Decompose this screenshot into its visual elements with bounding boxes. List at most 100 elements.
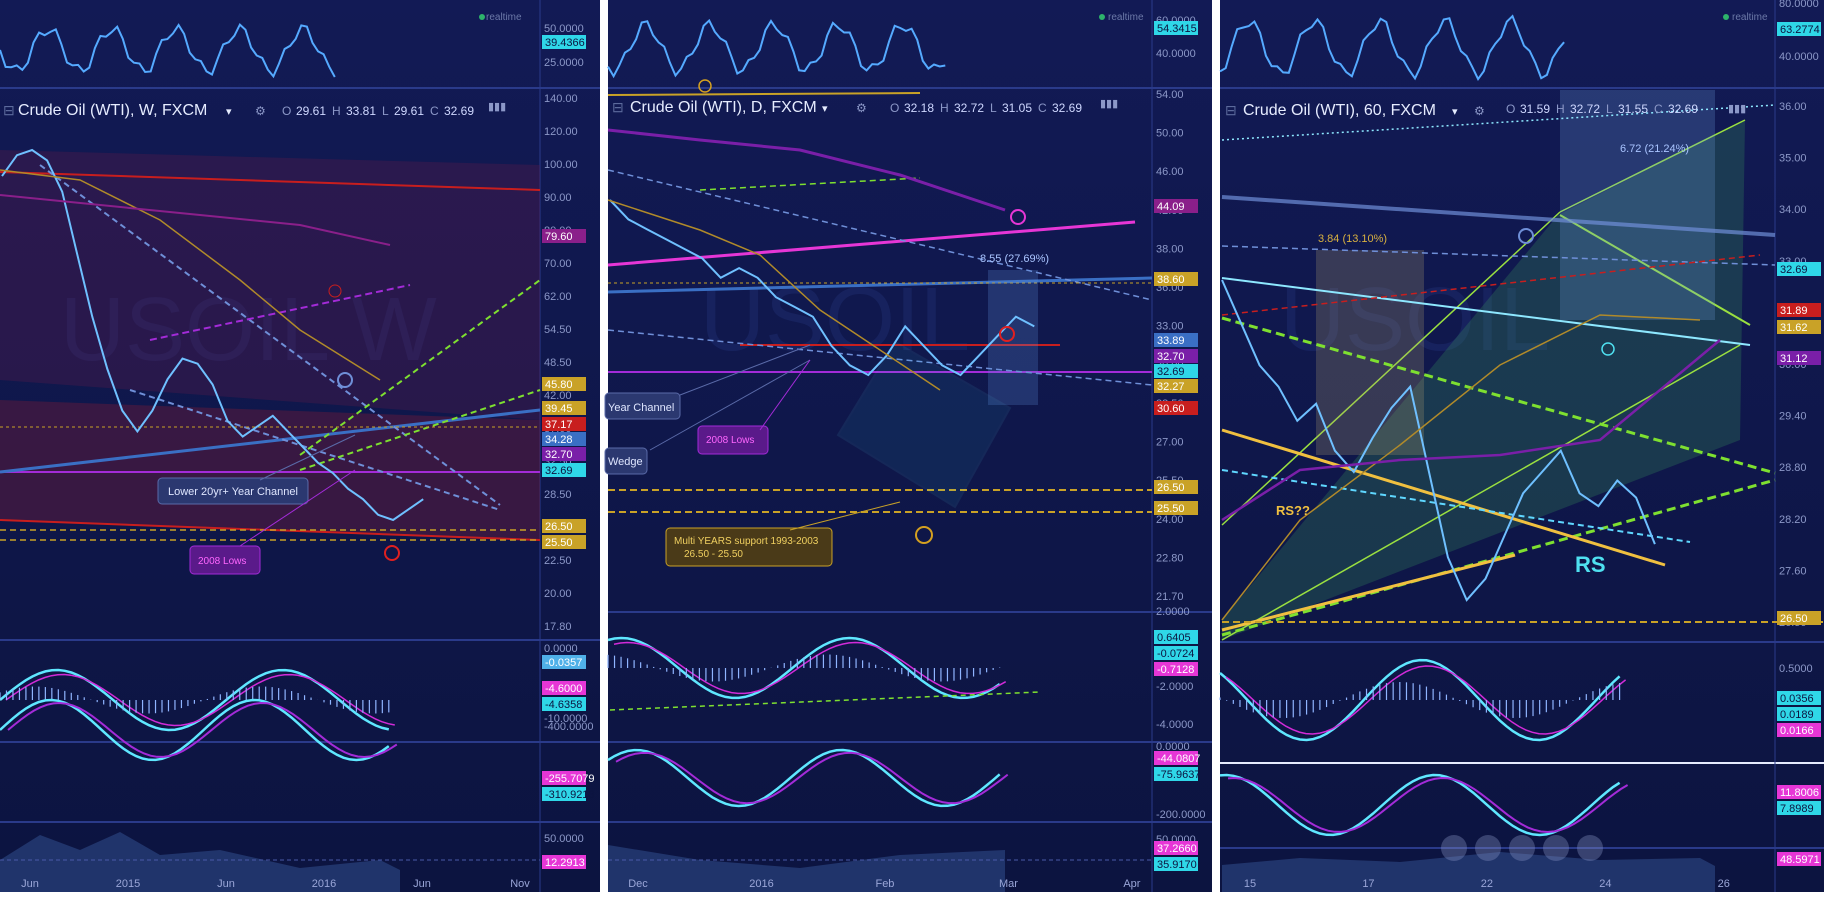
marker-icon[interactable] [698,79,712,93]
price-label-bg [1154,349,1198,363]
price-label: 31.62 [1780,322,1808,334]
zoom-in-icon[interactable] [1543,835,1569,861]
dropdown-icon[interactable]: ▾ [822,103,828,115]
price-label: 26.50 [545,521,573,533]
price-label-bg [542,447,586,461]
collapse-icon[interactable]: ⊟ [3,102,15,118]
indicator-value: 0.0356 [1780,693,1814,705]
price-tick-label: 29.40 [1779,411,1807,423]
annotation-year-channel: Year Channel [608,402,674,414]
x-tick-label: Jun [217,878,235,890]
svg-text:C: C [1654,102,1663,116]
settings-icon[interactable]: ⚙ [255,104,266,118]
price-label: 33.89 [1157,335,1185,347]
annotation-multi-years: Multi YEARS support 1993-2003 [674,536,819,547]
indicator-value-bg [542,787,586,801]
arrow-down-icon[interactable] [337,372,353,388]
chart-title[interactable]: Crude Oil (WTI), D, FXCM [630,99,817,116]
nav-left-icon[interactable] [1441,835,1467,861]
marker-icon[interactable] [328,284,342,298]
indicator-tick-label: -200.0000 [1156,809,1206,821]
x-tick-label: 2015 [116,878,140,890]
arrow-down-icon[interactable] [1010,209,1026,225]
hourly-chart-panel[interactable]: USOIL 3.84 (13.10%) 6.72 (21.24%) RS?? R… [1219,0,1824,892]
svg-text:H: H [1556,102,1565,116]
high-value: 33.81 [346,104,376,118]
price-label-bg [542,401,586,415]
price-tick-label: 28.20 [1779,514,1807,526]
pane-control-icons[interactable]: ▮▮▮ [488,101,506,113]
chart-title[interactable]: Crude Oil (WTI), W, FXCM [18,102,207,119]
price-label: 44.09 [1157,201,1185,213]
dropdown-icon[interactable]: ▾ [226,106,232,118]
svg-text:L: L [382,104,389,118]
indicator-value-bg [1154,857,1198,871]
indicator-value-bg [1777,785,1821,799]
zoom-out-icon[interactable] [1475,835,1501,861]
arrow-up-icon[interactable] [1601,342,1615,356]
arrow-down-icon[interactable] [1518,228,1534,244]
price-label: 39.45 [545,403,573,415]
x-tick-label: 2016 [749,878,773,890]
indicator-value: -4.6000 [545,683,582,695]
indicator-value-bg [1154,646,1198,660]
svg-text:L: L [990,101,997,115]
settings-icon[interactable]: ⚙ [1474,104,1485,118]
annotation-box[interactable] [189,545,261,575]
price-label-bg [542,535,586,549]
symbol-watermark: USOIL [1280,270,1550,370]
low-value: 31.05 [1002,101,1032,115]
price-tick-label: 46.00 [1156,166,1184,178]
price-label-bg [542,229,586,243]
arrow-up-icon[interactable] [915,526,933,544]
price-label-bg [542,417,586,431]
low-value: 29.61 [394,104,424,118]
price-tick-label: 33.00 [1156,321,1184,333]
svg-text:O: O [890,101,899,115]
price-tick-label: 48.50 [544,357,572,369]
open-value: 29.61 [296,104,326,118]
reset-icon[interactable] [1509,835,1535,861]
indicator-value: 63.2774 [1780,24,1820,36]
indicator-tick-label: 40.0000 [1156,48,1196,60]
indicator-tick-label: 0.5000 [1779,663,1813,675]
open-value: 32.18 [904,101,934,115]
chart-title[interactable]: Crude Oil (WTI), 60, FXCM [1243,102,1436,119]
price-label-bg [1154,379,1198,393]
price-tick-label: 22.80 [1156,552,1184,564]
price-label: 45.80 [545,379,573,391]
annotation-box[interactable] [157,477,309,505]
price-label: 25.50 [545,537,573,549]
weekly-chart-panel[interactable]: USOIL W Lower 20yr+ Year Channel 2008 Lo… [0,0,600,892]
realtime-label: realtime [1108,12,1144,23]
annotation-support-range: 26.50 - 25.50 [684,549,743,560]
collapse-icon[interactable]: ⊟ [612,99,624,115]
settings-icon[interactable]: ⚙ [856,101,867,115]
indicator-value: 0.0189 [1780,709,1814,721]
price-tick-label: 38.00 [1156,243,1184,255]
arrow-up-icon[interactable] [384,545,400,561]
chart-navigation[interactable] [1441,835,1603,861]
price-label-bg [1777,303,1821,317]
live-dot [1723,14,1729,20]
svg-text:L: L [1606,102,1613,116]
x-tick-label: 2016 [312,878,336,890]
price-label: 32.69 [1157,366,1185,378]
dropdown-icon[interactable]: ▾ [1452,106,1458,118]
price-tick-label: 28.80 [1779,462,1807,474]
price-label-bg [1777,320,1821,334]
nav-right-icon[interactable] [1577,835,1603,861]
realtime-label: realtime [1732,12,1768,23]
pane-control-icons[interactable]: ▮▮▮ [1100,98,1118,110]
x-tick-label: Dec [628,878,648,890]
collapse-icon[interactable]: ⊟ [1225,102,1237,118]
price-tick-label: 62.00 [544,291,572,303]
arrow-down-icon[interactable] [999,326,1015,342]
measure-label: 8.55 (27.69%) [980,253,1049,265]
pane-control-icons[interactable]: ▮▮▮ [1728,103,1746,115]
daily-chart-panel[interactable]: USOIL 8.55 (27.69%) Year Channel Wedge 2… [604,0,1212,892]
indicator-value: -255.7079 [545,773,595,785]
price-label-bg [542,377,586,391]
indicator-tick-label: 80.0000 [1779,0,1819,10]
price-tick-label: 27.60 [1779,565,1807,577]
